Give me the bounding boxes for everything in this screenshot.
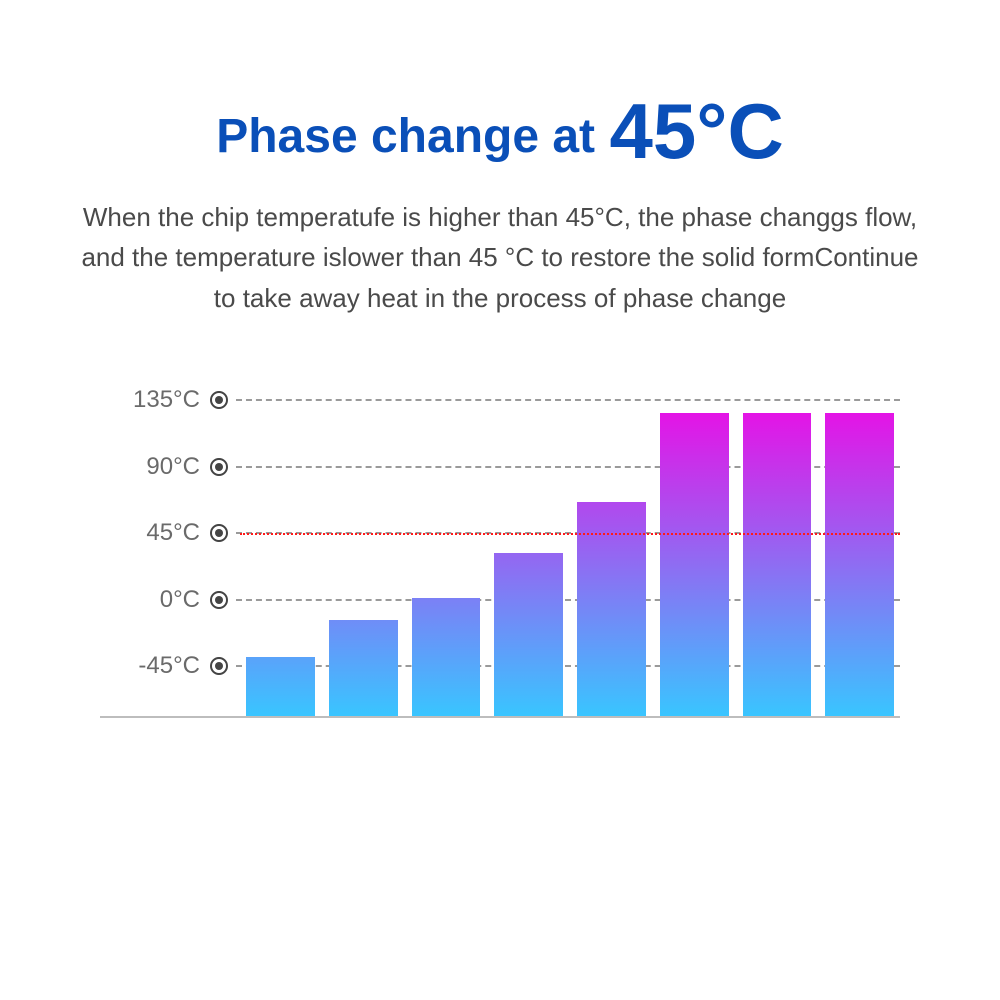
y-tick-label: 0°C	[100, 586, 210, 614]
chart-container: 135°C 90°C 45°C 0°C -45°C	[100, 378, 900, 718]
y-tick-label: -45°C	[100, 652, 210, 680]
y-tick-label: 45°C	[100, 519, 210, 547]
y-tick-bullet-icon	[210, 524, 228, 542]
description-text: When the chip temperatufe is higher than…	[70, 197, 930, 318]
y-tick-bullet-icon	[210, 458, 228, 476]
bar	[494, 553, 563, 716]
title-prefix: Phase change at	[216, 110, 595, 163]
bar	[246, 657, 315, 716]
gridline	[236, 399, 900, 401]
y-tick-bullet-icon	[210, 591, 228, 609]
bar	[743, 413, 812, 716]
bar	[329, 620, 398, 716]
bar-chart: 135°C 90°C 45°C 0°C -45°C	[100, 378, 900, 718]
y-tick: 135°C	[100, 386, 900, 414]
bar	[660, 413, 729, 716]
threshold-line	[240, 533, 900, 535]
y-tick-label: 135°C	[100, 386, 210, 414]
bar	[412, 598, 481, 716]
page-title: Phase change at 45°C	[60, 80, 940, 171]
y-tick-label: 90°C	[100, 453, 210, 481]
y-tick-bullet-icon	[210, 657, 228, 675]
y-tick-bullet-icon	[210, 391, 228, 409]
title-value: 45°C	[610, 87, 784, 175]
bar	[825, 413, 894, 716]
